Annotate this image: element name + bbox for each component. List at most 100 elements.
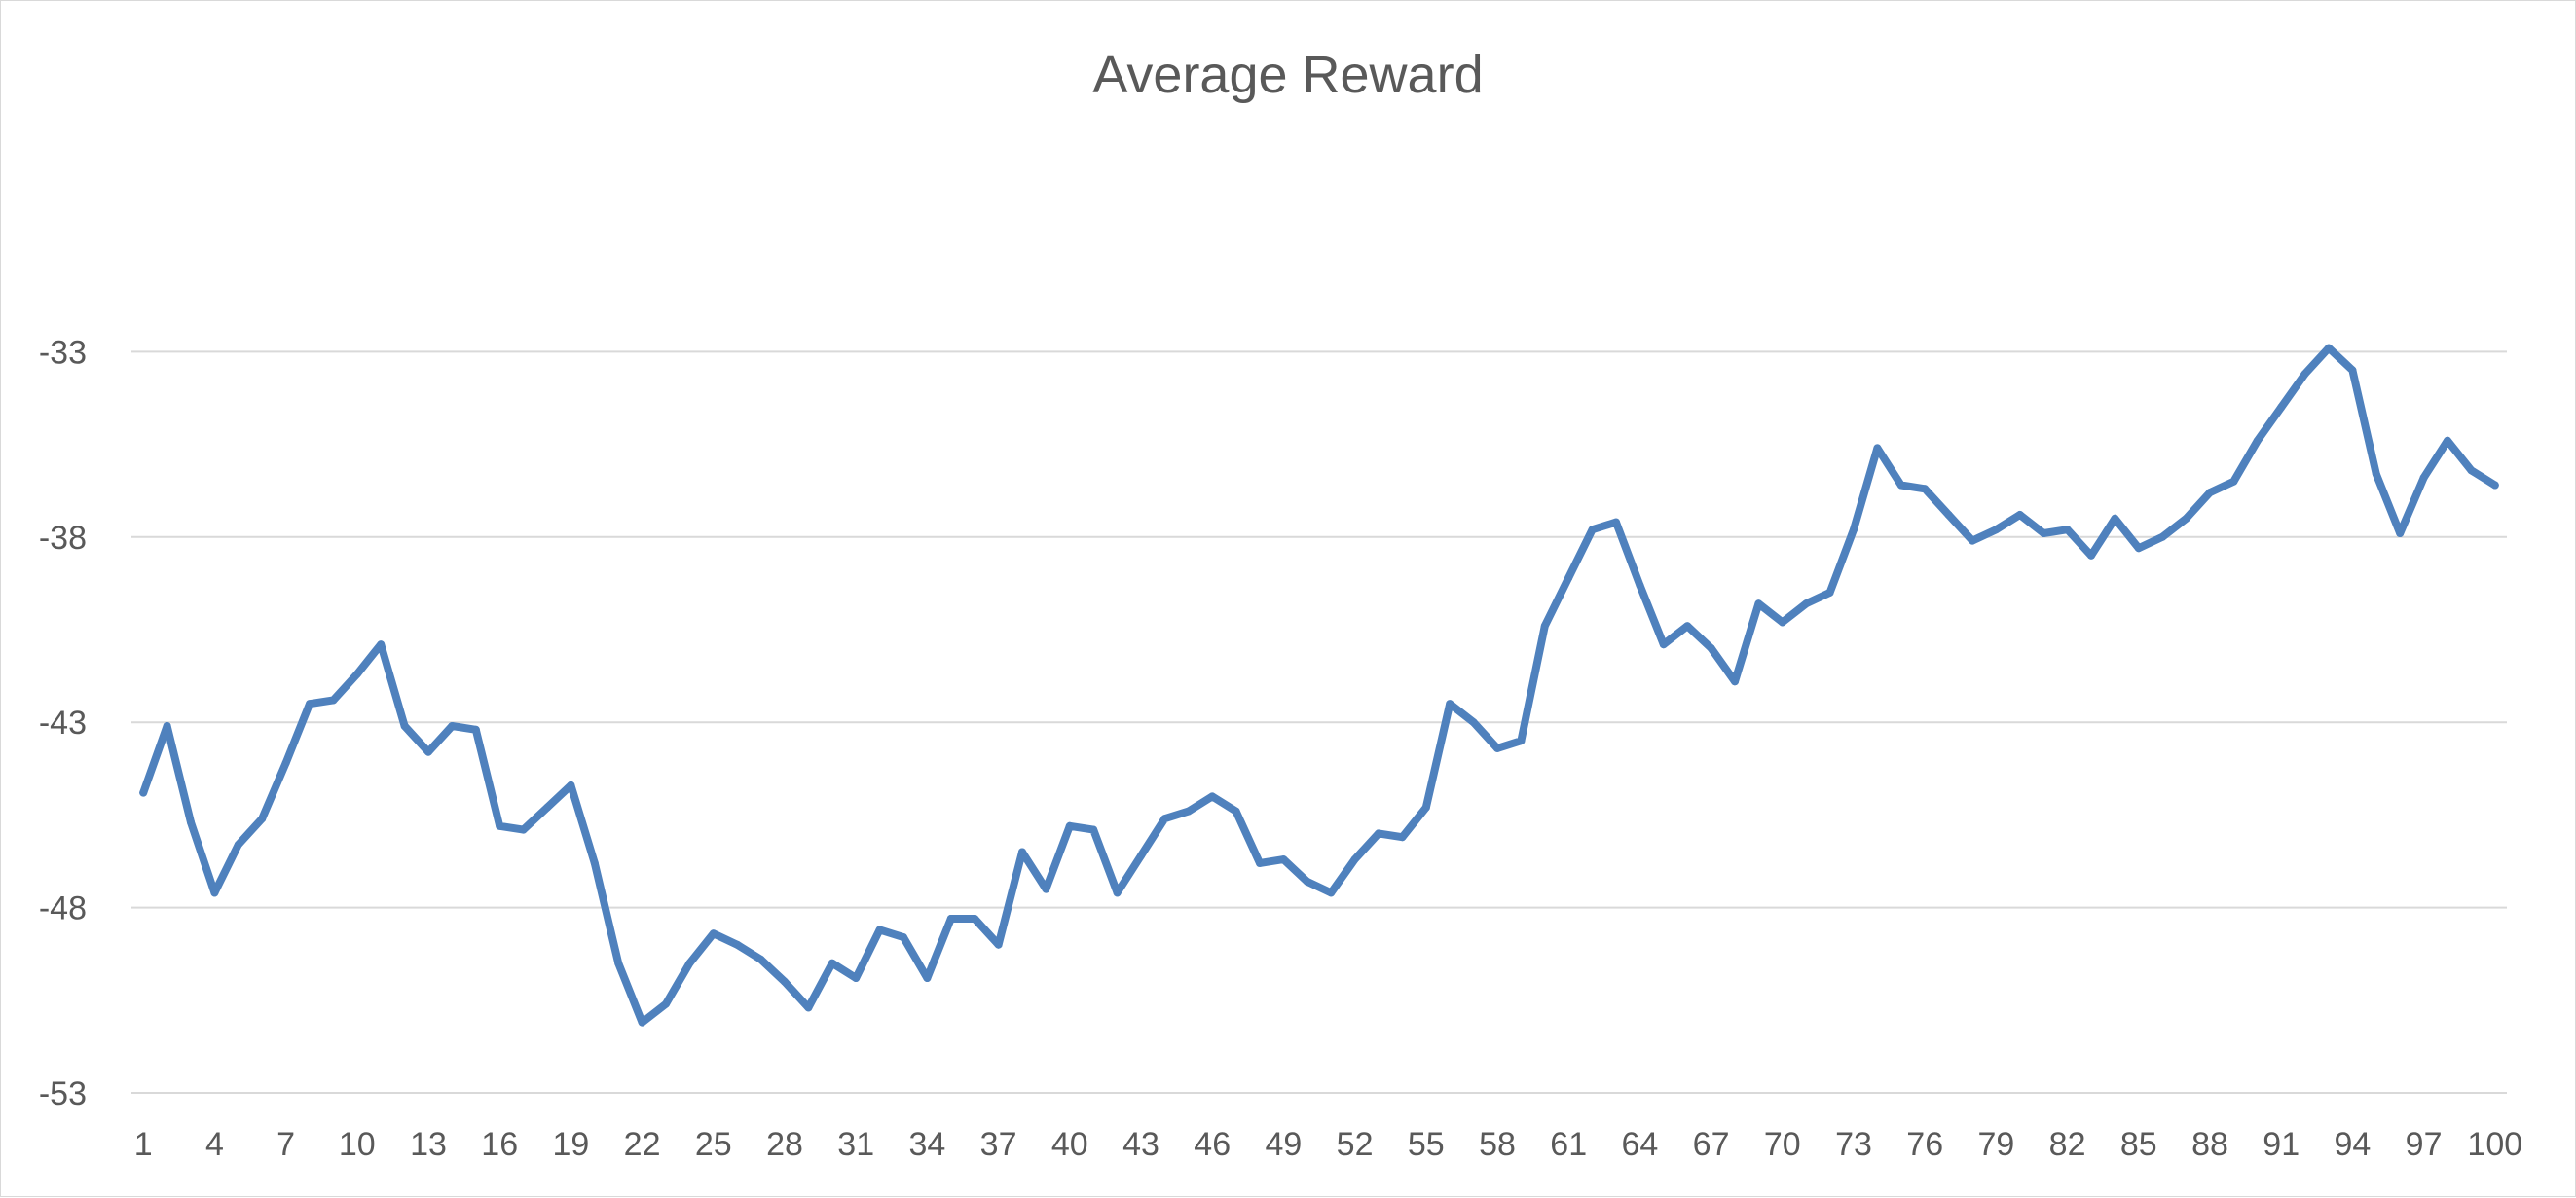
- data-point: [352, 670, 361, 678]
- data-point: [2444, 436, 2451, 445]
- data-point: [2158, 532, 2167, 541]
- data-point: [2372, 470, 2380, 479]
- x-tick-label: 70: [1764, 1126, 1801, 1163]
- data-point: [2040, 529, 2048, 537]
- data-point: [994, 940, 1003, 949]
- data-point: [2300, 370, 2309, 379]
- x-tick-label: 1: [134, 1126, 153, 1163]
- x-axis-ticks: 1 4 7 10 13 16 19 22 25 28 31 34 37 40 43 46 49 52 55 58 61 6…: [134, 1126, 2522, 1163]
- y-axis-ticks: -53 -48 -43 -38 -33: [39, 334, 87, 1112]
- data-point: [1896, 481, 1905, 490]
- data-point: [2396, 529, 2405, 537]
- data-point: [1612, 518, 1620, 526]
- data-point: [2134, 544, 2143, 553]
- data-point: [519, 825, 528, 834]
- data-point: [471, 725, 480, 734]
- data-point: [496, 821, 504, 830]
- x-tick-label: 10: [339, 1126, 376, 1163]
- x-tick-label: 100: [2467, 1126, 2522, 1163]
- x-tick-label: 34: [908, 1126, 945, 1163]
- data-point: [2063, 526, 2072, 534]
- data-point: [1873, 444, 1882, 453]
- x-tick-label: 31: [837, 1126, 874, 1163]
- x-tick-label: 19: [552, 1126, 589, 1163]
- data-point: [1113, 889, 1122, 897]
- x-tick-label: 46: [1194, 1126, 1231, 1163]
- series-line-0: [139, 344, 2499, 1027]
- x-tick-label: 40: [1051, 1126, 1088, 1163]
- series-layer: [139, 344, 2499, 1027]
- data-point: [2490, 481, 2499, 490]
- data-point: [1944, 511, 1953, 519]
- data-point: [1303, 877, 1311, 886]
- data-point: [1232, 807, 1240, 816]
- data-point: [1398, 833, 1407, 842]
- data-point: [306, 700, 313, 708]
- data-point: [1375, 829, 1382, 838]
- data-point: [1778, 618, 1786, 627]
- data-point: [1256, 858, 1264, 867]
- x-tick-label: 22: [624, 1126, 661, 1163]
- x-tick-label: 13: [410, 1126, 447, 1163]
- data-point: [187, 818, 195, 826]
- x-tick-label: 43: [1122, 1126, 1159, 1163]
- data-point: [1137, 852, 1145, 860]
- x-tick-label: 79: [1977, 1126, 2014, 1163]
- data-point: [234, 840, 242, 849]
- data-point: [1279, 855, 1288, 864]
- data-point: [258, 815, 267, 823]
- data-point: [1208, 792, 1217, 801]
- x-tick-label: 25: [695, 1126, 732, 1163]
- data-point: [1850, 526, 1858, 534]
- data-point: [1018, 848, 1026, 856]
- data-point: [590, 858, 599, 867]
- y-tick-label: -43: [39, 705, 87, 742]
- data-point: [1683, 622, 1692, 631]
- data-point: [2111, 514, 2119, 523]
- data-point: [733, 940, 742, 949]
- x-tick-label: 28: [766, 1126, 803, 1163]
- data-point: [1446, 700, 1454, 708]
- data-point: [2253, 436, 2262, 445]
- data-point: [1825, 588, 1834, 597]
- data-point: [1540, 622, 1549, 631]
- x-tick-label: 76: [1906, 1126, 1943, 1163]
- data-point: [1042, 885, 1050, 893]
- data-point: [1731, 677, 1739, 686]
- data-point: [1659, 640, 1668, 649]
- data-point: [2419, 473, 2428, 482]
- data-point: [1350, 855, 1359, 864]
- data-point: [2206, 489, 2214, 497]
- data-point: [543, 803, 551, 812]
- x-tick-label: 4: [205, 1126, 224, 1163]
- data-point: [424, 747, 432, 756]
- data-point: [923, 974, 932, 982]
- data-point: [1493, 744, 1501, 752]
- data-point: [1802, 599, 1811, 608]
- data-point: [400, 722, 409, 730]
- data-point: [971, 915, 979, 923]
- data-point: [828, 959, 836, 967]
- data-point: [139, 788, 148, 797]
- data-point: [1564, 573, 1573, 582]
- x-tick-label: 37: [980, 1126, 1017, 1163]
- data-point: [2087, 551, 2095, 560]
- data-point: [2277, 403, 2286, 412]
- data-point: [1089, 825, 1098, 834]
- data-point: [852, 974, 861, 982]
- data-point: [1421, 803, 1430, 812]
- data-point: [662, 999, 670, 1008]
- x-tick-label: 55: [1408, 1126, 1445, 1163]
- x-tick-label: 58: [1479, 1126, 1516, 1163]
- data-point: [448, 722, 457, 730]
- data-point: [1327, 889, 1336, 897]
- x-tick-label: 52: [1337, 1126, 1374, 1163]
- x-tick-label: 49: [1265, 1126, 1302, 1163]
- x-tick-label: 67: [1693, 1126, 1730, 1163]
- data-point: [804, 1003, 813, 1012]
- data-point: [781, 977, 789, 986]
- x-tick-label: 73: [1835, 1126, 1872, 1163]
- x-tick-label: 94: [2334, 1126, 2371, 1163]
- data-point: [1992, 526, 2001, 534]
